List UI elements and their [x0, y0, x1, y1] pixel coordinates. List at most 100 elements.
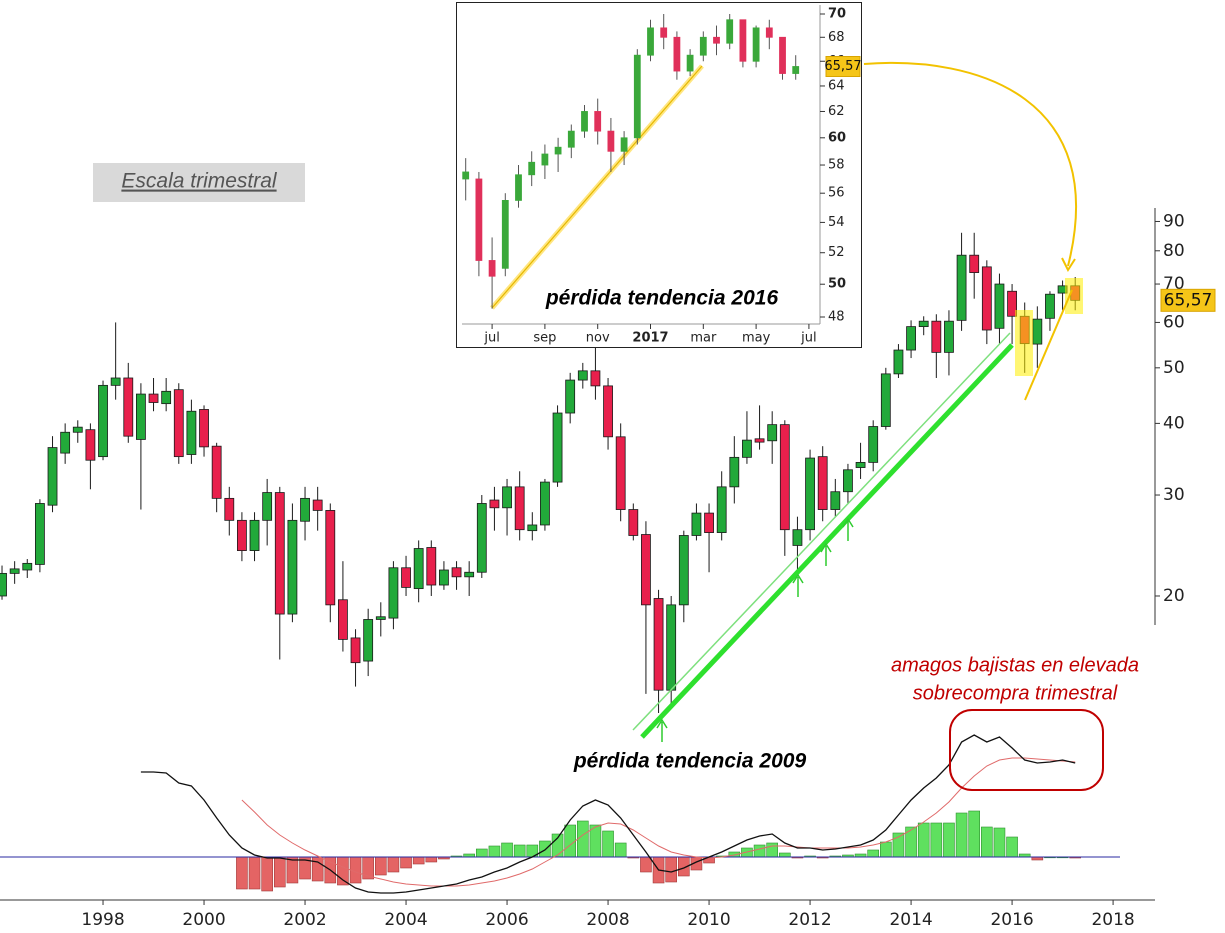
- histogram-bar: [665, 856, 677, 883]
- candle-body: [704, 512, 714, 533]
- candle-body: [1007, 290, 1017, 317]
- histogram-bar: [640, 856, 652, 873]
- candle-body: [224, 497, 235, 521]
- candle-body: [830, 491, 841, 510]
- y-tick-label: 20: [1163, 586, 1185, 606]
- candle-body: [249, 519, 260, 551]
- x-tick-label: 2012: [788, 910, 831, 930]
- x-tick-label: nov: [586, 331, 610, 346]
- histogram-bar: [917, 822, 930, 858]
- trend-line: [640, 343, 1014, 739]
- candle-body: [678, 535, 689, 606]
- y-tick-label: 54: [828, 215, 845, 230]
- candle-body: [880, 373, 891, 427]
- last-price-box: [825, 56, 861, 78]
- inset-title: pérdida tendencia 2016: [545, 287, 779, 310]
- candle-body: [641, 534, 651, 606]
- candle-body: [792, 529, 803, 546]
- histogram-bar: [867, 849, 879, 858]
- callout-box: [949, 709, 1104, 791]
- histogram-bar: [273, 856, 286, 888]
- arrow-head: [1061, 257, 1076, 273]
- candle-body: [541, 153, 549, 166]
- x-tick-label: jul: [483, 331, 499, 346]
- candle-body: [262, 492, 273, 521]
- candle-body: [375, 616, 386, 620]
- histogram-bar: [880, 841, 892, 858]
- candle-body: [754, 438, 765, 443]
- candle-body: [594, 111, 602, 132]
- y-tick-label: 50: [828, 277, 846, 292]
- last-price-label: 65,57: [824, 59, 861, 74]
- candle-body: [739, 19, 747, 62]
- candle-body: [514, 486, 525, 531]
- candle-body: [779, 36, 786, 74]
- candle-body: [439, 569, 449, 586]
- candle-body: [489, 499, 500, 509]
- candle-body: [817, 456, 828, 510]
- histogram-bar: [311, 856, 324, 882]
- histogram-bar: [337, 856, 349, 886]
- x-tick-label: 2002: [283, 910, 326, 930]
- curved-arrow: [863, 61, 1078, 267]
- candle-body: [350, 637, 361, 664]
- scale-note-box: [93, 163, 305, 202]
- y-tick-label: 68: [828, 30, 845, 45]
- highlight: [1015, 310, 1033, 376]
- macd-panel: [0, 734, 1120, 894]
- candle-body: [148, 393, 159, 403]
- trend-line-yellow: [1024, 289, 1073, 401]
- histogram-bar: [905, 826, 917, 858]
- candle-body: [607, 130, 615, 152]
- candle-body: [0, 572, 7, 597]
- x-tick-label: sep: [533, 331, 556, 346]
- candle-body: [488, 260, 496, 277]
- macd-line: [140, 734, 1076, 894]
- candle-body: [98, 384, 108, 458]
- candle-body: [805, 457, 815, 531]
- histogram-bar: [400, 856, 412, 869]
- candle-body: [287, 519, 298, 615]
- candle-body: [620, 137, 628, 152]
- highlight: [1065, 278, 1083, 314]
- candle-body: [161, 390, 172, 405]
- x-tick-label: 2014: [889, 910, 932, 930]
- candle-body: [300, 497, 310, 522]
- candle-body: [173, 389, 184, 458]
- signal-line: [241, 757, 1076, 887]
- inset-frame: [456, 2, 862, 348]
- candle-body: [726, 19, 734, 44]
- candle-body: [666, 604, 677, 691]
- candle-body: [274, 492, 285, 615]
- candle-body: [603, 385, 613, 438]
- candle-body: [633, 54, 641, 139]
- histogram-bar: [564, 824, 576, 858]
- candle-body: [1045, 293, 1055, 319]
- arrow: [820, 542, 832, 566]
- candle-body: [47, 447, 58, 506]
- candle-body: [554, 146, 562, 155]
- candle-body: [752, 27, 760, 62]
- histogram-bar: [602, 830, 614, 858]
- candle-body: [716, 486, 727, 533]
- candle-body: [742, 439, 752, 458]
- candle-body: [779, 424, 790, 531]
- histogram-bar: [943, 822, 955, 858]
- candle-body: [237, 519, 247, 551]
- candle-body: [565, 379, 576, 414]
- x-tick-label: 2018: [1091, 910, 1134, 930]
- candle-body: [691, 512, 702, 536]
- histogram-bar: [286, 856, 299, 884]
- x-tick-label: 2017: [632, 331, 668, 346]
- candle-body: [581, 111, 588, 132]
- candle-body: [615, 436, 626, 510]
- y-tick-label: 80: [1163, 241, 1185, 261]
- x-tick-label: 1998: [81, 910, 124, 930]
- histogram-bar: [425, 856, 438, 863]
- y-tick-label: 52: [828, 245, 845, 260]
- x-tick-label: may: [742, 331, 771, 346]
- candle-body: [855, 461, 866, 468]
- histogram-bar: [374, 856, 387, 876]
